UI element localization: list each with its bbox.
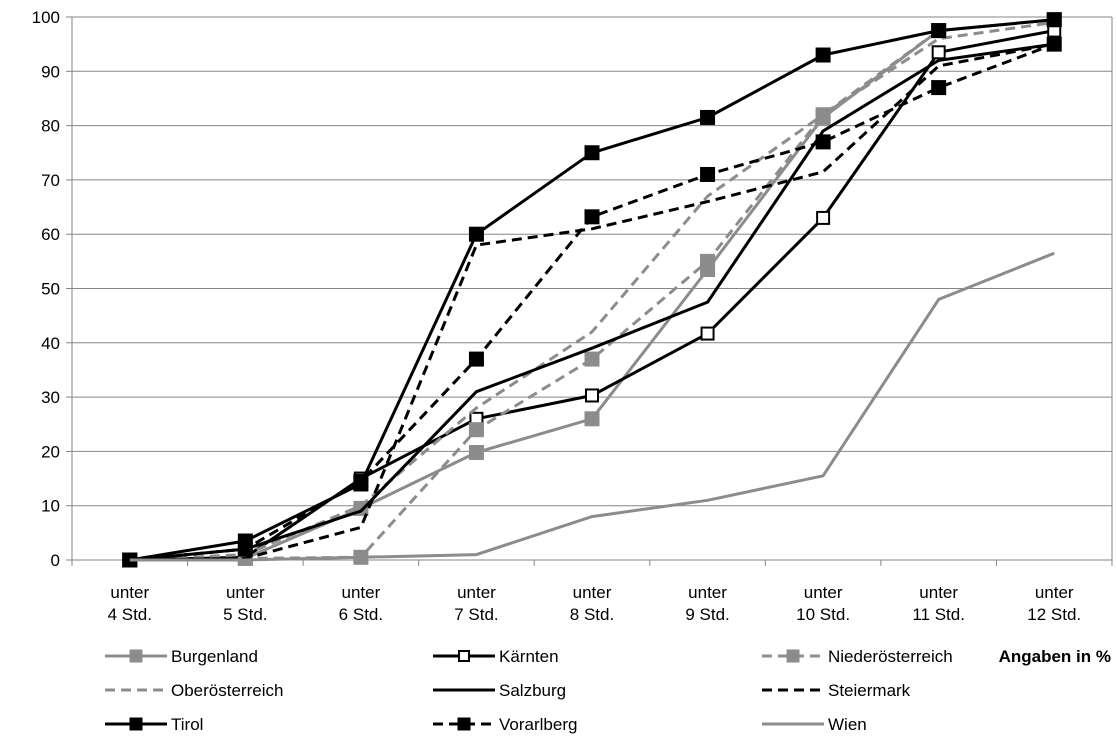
data-point-marker xyxy=(468,351,484,367)
legend-item-oberösterreich: Oberösterreich xyxy=(105,681,283,700)
x-tick-label: unter xyxy=(342,583,381,602)
x-tick-label: unter xyxy=(110,583,149,602)
data-point-marker xyxy=(457,717,471,731)
data-point-marker xyxy=(931,23,947,39)
x-tick-label: unter xyxy=(226,583,265,602)
data-point-marker xyxy=(786,649,800,663)
legend-label: Wien xyxy=(828,715,867,734)
legend-label: Niederösterreich xyxy=(828,647,953,666)
y-tick-label: 60 xyxy=(41,225,60,244)
data-point-marker xyxy=(584,411,600,427)
data-point-marker xyxy=(468,444,484,460)
legend-label: Vorarlberg xyxy=(499,715,577,734)
data-point-marker xyxy=(700,166,716,182)
y-tick-label: 90 xyxy=(41,62,60,81)
data-point-marker xyxy=(700,326,715,341)
x-tick-label: 11 Std. xyxy=(912,605,965,624)
y-tick-label: 20 xyxy=(41,442,60,461)
legend-label: Burgenland xyxy=(171,647,258,666)
legend-item-kärnten: Kärnten xyxy=(433,647,559,666)
y-tick-label: 70 xyxy=(41,171,60,190)
x-tick-label: unter xyxy=(1035,583,1074,602)
series-kärnten xyxy=(122,23,1062,567)
series-line xyxy=(129,42,1055,562)
data-point-marker xyxy=(129,717,143,731)
data-point-marker xyxy=(700,253,716,269)
legend-item-vorarlberg: Vorarlberg xyxy=(433,715,577,734)
data-point-marker xyxy=(129,649,143,663)
legend-label: Tirol xyxy=(171,715,203,734)
gridlines xyxy=(72,16,1112,507)
y-tick-label: 40 xyxy=(41,334,60,353)
x-tick-label: 6 Std. xyxy=(339,605,383,624)
data-point-marker xyxy=(458,650,470,662)
data-point-marker xyxy=(1046,12,1062,28)
series-line xyxy=(129,251,1055,562)
units-note: Angaben in % xyxy=(999,647,1111,666)
legend-label: Kärnten xyxy=(499,647,559,666)
x-tick-label: unter xyxy=(573,583,612,602)
series-steiermark xyxy=(129,42,1055,562)
data-point-marker xyxy=(468,226,484,242)
legend-item-burgenland: Burgenland xyxy=(105,647,258,666)
y-tick-label: 10 xyxy=(41,497,60,516)
series-line xyxy=(129,42,1055,562)
data-point-marker xyxy=(585,388,599,403)
x-tick-label: 10 Std. xyxy=(796,605,850,624)
data-point-marker xyxy=(815,134,831,150)
series-line xyxy=(129,20,1055,562)
x-tick-label: unter xyxy=(457,583,496,602)
series-line xyxy=(129,18,1055,562)
series-line xyxy=(129,29,1055,562)
x-tick-label: unter xyxy=(804,583,843,602)
data-point-marker xyxy=(1046,36,1062,52)
x-tick-label: unter xyxy=(688,583,727,602)
legend-item-niederösterreich: Niederösterreich xyxy=(762,647,953,666)
data-point-marker xyxy=(584,351,600,367)
y-tick-label: 50 xyxy=(41,280,60,299)
y-tick-label: 0 xyxy=(51,551,60,570)
data-point-marker xyxy=(237,541,253,557)
x-tick-label: 12 Std. xyxy=(1027,605,1081,624)
data-point-marker xyxy=(584,209,600,225)
data-point-marker xyxy=(931,80,947,96)
x-tick-label: 4 Std. xyxy=(108,605,152,624)
x-tick-label: 9 Std. xyxy=(685,605,729,624)
series-salzburg xyxy=(129,42,1055,562)
y-axis-ticks: 0 10 20 30 40 50 60 70 80 90 100 xyxy=(32,8,72,570)
series-oberösterreich xyxy=(129,20,1055,562)
data-point-marker xyxy=(584,145,600,161)
series-vorarlberg xyxy=(122,36,1062,568)
series-lines xyxy=(122,12,1062,568)
legend-label: Steiermark xyxy=(828,681,911,700)
legend-label: Oberösterreich xyxy=(171,681,283,700)
x-axis: unter 4 Std. unter 5 Std. unter 6 Std. unter 7 … xyxy=(71,560,1113,624)
series-line xyxy=(129,18,1055,562)
legend: Burgenland Kärnten Niederösterreich Oberöst… xyxy=(105,647,953,734)
y-tick-label: 30 xyxy=(41,388,60,407)
series-line xyxy=(129,42,1055,562)
series-line xyxy=(129,18,1055,562)
data-point-marker xyxy=(931,45,946,60)
x-tick-label: 8 Std. xyxy=(570,605,614,624)
legend-item-steiermark: Steiermark xyxy=(762,681,911,700)
x-tick-label: unter xyxy=(919,583,958,602)
x-tick-label: 5 Std. xyxy=(223,605,267,624)
y-tick-label: 100 xyxy=(32,8,60,27)
legend-item-salzburg: Salzburg xyxy=(433,681,566,700)
x-tick-label: 7 Std. xyxy=(454,605,498,624)
data-point-marker xyxy=(700,109,716,125)
data-point-marker xyxy=(353,473,369,489)
data-point-marker xyxy=(468,422,484,438)
legend-label: Salzburg xyxy=(499,681,566,700)
data-point-marker xyxy=(816,210,831,225)
legend-item-wien: Wien xyxy=(762,715,867,734)
y-tick-label: 80 xyxy=(41,117,60,136)
data-point-marker xyxy=(815,47,831,63)
legend-item-tirol: Tirol xyxy=(105,715,203,734)
series-wien xyxy=(129,251,1055,562)
